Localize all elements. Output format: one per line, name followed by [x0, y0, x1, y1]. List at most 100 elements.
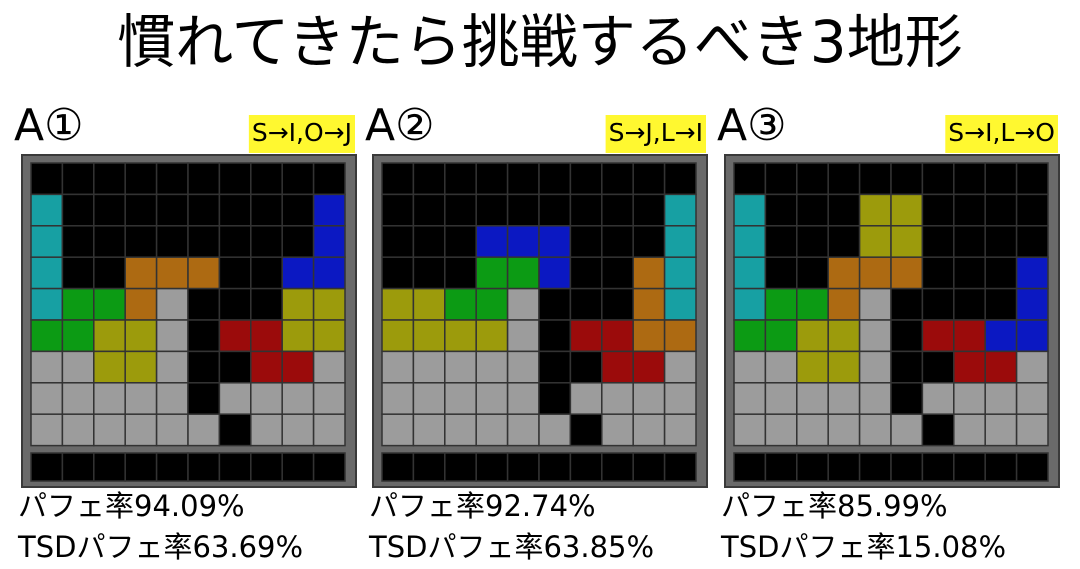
cell: [281, 256, 315, 290]
cell: [312, 350, 346, 384]
cell: [381, 413, 415, 447]
cell: [218, 287, 252, 321]
cell: [187, 287, 221, 321]
cell: [124, 256, 158, 290]
cell: [733, 162, 767, 196]
cell: [444, 319, 477, 353]
next-cell: [155, 452, 189, 482]
cell: [412, 413, 446, 447]
cell: [187, 225, 221, 258]
cell: [601, 256, 634, 290]
cell: [412, 225, 446, 258]
stat: パフェ率92.74%: [369, 489, 596, 523]
cell: [281, 287, 315, 321]
cell: [538, 319, 572, 353]
cell: [764, 256, 798, 290]
cell: [124, 382, 158, 415]
stat: TSDパフェ率63.69%: [17, 530, 303, 564]
cell: [764, 382, 798, 415]
cell: [93, 193, 126, 227]
cell: [632, 162, 666, 196]
cell: [475, 382, 509, 415]
cell: [953, 287, 986, 321]
cell: [475, 319, 509, 353]
cell: [444, 413, 477, 447]
cell: [155, 162, 189, 196]
cell: [538, 287, 572, 321]
cell: [538, 193, 572, 227]
cell: [1015, 256, 1049, 290]
cell: [632, 287, 666, 321]
stat: TSDパフェ率63.85%: [368, 530, 654, 564]
cell: [858, 287, 892, 321]
cell: [796, 256, 829, 290]
cell: [381, 225, 415, 258]
cell: [250, 382, 283, 415]
cell: [796, 350, 829, 384]
cell: [921, 225, 955, 258]
cell: [475, 413, 509, 447]
cell: [506, 225, 540, 258]
next-cell: [124, 452, 158, 482]
cell: [601, 162, 634, 196]
next-cell: [412, 452, 446, 482]
cell: [218, 225, 252, 258]
cell: [827, 256, 861, 290]
next-cell: [61, 452, 95, 482]
cell: [250, 287, 283, 321]
cell: [663, 225, 697, 258]
cell: [890, 382, 924, 415]
cell: [506, 319, 540, 353]
cell: [475, 193, 509, 227]
cell: [506, 193, 540, 227]
cell: [61, 287, 95, 321]
cell: [953, 162, 986, 196]
cell: [984, 225, 1018, 258]
cell: [890, 193, 924, 227]
next-cell: [218, 452, 252, 482]
cell: [412, 287, 446, 321]
next-cell: [858, 452, 892, 482]
cell: [218, 413, 252, 447]
cell: [764, 319, 798, 353]
next-cell: [281, 452, 315, 482]
next-cell: [312, 452, 346, 482]
cell: [218, 350, 252, 384]
cell: [124, 319, 158, 353]
cell: [953, 319, 986, 353]
cell: [632, 382, 666, 415]
cell: [632, 319, 666, 353]
cell: [1015, 225, 1049, 258]
cell: [827, 350, 861, 384]
cell: [124, 287, 158, 321]
cell: [953, 256, 986, 290]
cell: [124, 225, 158, 258]
cell: [250, 413, 283, 447]
cell: [858, 225, 892, 258]
next-cell: [250, 452, 283, 482]
cell: [921, 382, 955, 415]
cell: [984, 287, 1018, 321]
cell: [733, 319, 767, 353]
cell: [412, 319, 446, 353]
cell: [412, 256, 446, 290]
cell: [1015, 287, 1049, 321]
stat: パフェ率85.99%: [721, 489, 948, 523]
cell: [506, 256, 540, 290]
cell: [93, 287, 126, 321]
cell: [155, 382, 189, 415]
cell: [444, 225, 477, 258]
cell: [921, 256, 955, 290]
cell: [538, 162, 572, 196]
cell: [632, 256, 666, 290]
cell: [953, 382, 986, 415]
cell: [601, 413, 634, 447]
cell: [124, 350, 158, 384]
cell: [601, 287, 634, 321]
cell: [984, 162, 1018, 196]
next-cell: [381, 452, 415, 482]
cell: [663, 350, 697, 384]
next-cell: [475, 452, 509, 482]
cell: [632, 413, 666, 447]
stat: パフェ率94.09%: [18, 489, 245, 523]
